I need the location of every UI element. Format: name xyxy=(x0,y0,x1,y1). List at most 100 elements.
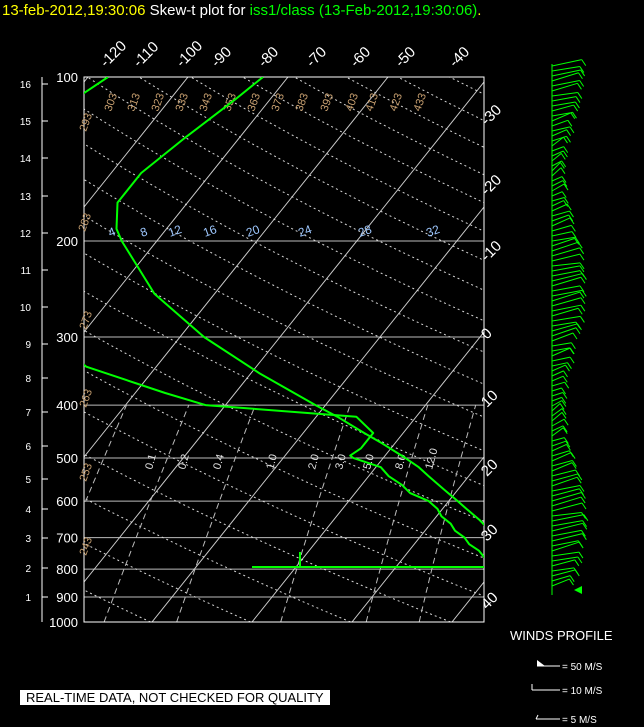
wind-barb xyxy=(551,112,571,117)
wind-barb xyxy=(551,427,564,437)
winds-profile-title: WINDS PROFILE xyxy=(510,628,613,643)
wind-barb-feather xyxy=(561,176,567,183)
wind-barb-feather xyxy=(579,262,585,270)
mixing-ratio-label: 12.0 xyxy=(423,447,440,471)
pressure-tick-label: 300 xyxy=(56,330,78,345)
legend-pennant-50 xyxy=(537,660,545,666)
wind-barb xyxy=(551,66,580,72)
wind-barb xyxy=(551,473,578,482)
wind-barb xyxy=(551,183,565,192)
wind-barb-feather xyxy=(577,323,582,331)
wind-barb xyxy=(551,403,561,412)
wind-barb-feather xyxy=(577,83,582,90)
wind-barb xyxy=(551,578,570,587)
temperature-profile xyxy=(115,77,484,526)
wind-barb xyxy=(551,224,572,232)
wind-barb-feather xyxy=(583,514,589,521)
wind-barb xyxy=(551,488,580,497)
temp-tick-label: -120 xyxy=(97,38,130,71)
wind-barb xyxy=(551,502,583,512)
wind-legend-10: = 10 M/S xyxy=(562,686,603,697)
wind-barb-feather xyxy=(566,129,572,136)
wind-barb xyxy=(551,262,581,267)
dry-adiabat xyxy=(84,497,351,622)
wind-barb-feather xyxy=(578,541,584,549)
wind-barb xyxy=(551,514,584,522)
height-tick-label: 3 xyxy=(25,534,31,545)
wind-barb-feather xyxy=(582,520,587,527)
wind-barb-feather xyxy=(565,440,571,448)
wind-barb xyxy=(551,146,564,152)
dry-adiabat-label: 263 xyxy=(78,388,96,409)
wind-barb xyxy=(551,323,578,332)
dry-adiabat xyxy=(84,542,251,622)
dry-adiabat-label: 373 xyxy=(270,92,288,113)
wind-barb xyxy=(551,512,582,517)
wind-barb-feather xyxy=(562,425,568,433)
wind-barb-feather xyxy=(574,238,580,245)
wind-barb xyxy=(551,529,582,537)
temp-tick-label: -90 xyxy=(208,43,235,70)
wind-barb-feather xyxy=(580,276,586,284)
wind-barb-feather xyxy=(563,146,569,153)
pressure-tick-label: 900 xyxy=(56,590,78,605)
dry-adiabat xyxy=(242,77,484,204)
wind-barb xyxy=(551,492,582,502)
wind-barb-feather xyxy=(566,444,571,451)
wind-barb xyxy=(551,315,581,322)
wind-barb xyxy=(551,167,562,177)
wind-barb xyxy=(551,162,561,172)
temp-tick-label: 0 xyxy=(478,325,496,343)
height-tick-label: 5 xyxy=(25,475,31,486)
wind-barb-feather xyxy=(578,72,583,80)
dry-adiabat-label: 273 xyxy=(78,310,96,331)
wind-barb xyxy=(551,522,583,532)
wind-barb-feather xyxy=(580,297,586,305)
mixing-ratio-line xyxy=(365,404,429,622)
wind-barb-feather xyxy=(566,136,571,143)
temp-tick-label: -10 xyxy=(478,237,505,264)
wind-barb-feather xyxy=(561,408,567,415)
height-tick-label: 7 xyxy=(25,408,31,419)
wind-barb xyxy=(551,381,565,387)
wind-barb xyxy=(551,396,562,402)
height-tick-label: 13 xyxy=(20,192,32,203)
wind-barb-feather xyxy=(571,231,577,238)
quality-disclaimer: REAL-TIME DATA, NOT CHECKED FOR QUALITY xyxy=(20,690,330,705)
wind-barb xyxy=(551,96,577,102)
wind-barb-feather xyxy=(567,362,572,369)
pressure-tick-label: 800 xyxy=(56,562,78,577)
wind-barb-feather xyxy=(581,273,587,280)
wind-barb xyxy=(551,418,565,427)
wind-barb-feather xyxy=(574,569,580,577)
wind-barb-feather xyxy=(579,291,585,299)
wind-barb xyxy=(551,462,573,472)
isotherm xyxy=(84,77,389,458)
pressure-tick-label: 100 xyxy=(56,70,78,85)
wind-barb-feather xyxy=(572,111,577,119)
wind-barb xyxy=(551,469,576,477)
wind-barb-feather xyxy=(579,80,585,87)
wind-barb-feather xyxy=(563,183,569,191)
mixing-ratio-label: 28 xyxy=(356,222,374,240)
dry-adiabat-label: 323 xyxy=(150,92,168,113)
pressure-tick-label: 200 xyxy=(56,234,78,249)
isotherm xyxy=(451,581,484,622)
wind-barb xyxy=(551,392,564,397)
temp-tick-label: -50 xyxy=(392,43,419,70)
mixing-ratio-label: 20 xyxy=(244,222,262,240)
dry-adiabat-label: 403 xyxy=(344,92,362,113)
height-tick-label: 10 xyxy=(20,303,32,314)
wind-barb-feather xyxy=(569,356,575,364)
dry-adiabat-label: 393 xyxy=(319,92,337,113)
title-end: . xyxy=(477,2,482,19)
wind-barb xyxy=(551,575,571,582)
wind-barb xyxy=(551,150,564,157)
wind-barb xyxy=(551,176,563,182)
dry-adiabat-label: 313 xyxy=(126,92,144,113)
wind-barb xyxy=(551,276,582,287)
wind-barb-feather xyxy=(576,476,582,484)
wind-barb-feather xyxy=(578,551,584,559)
wind-barb xyxy=(551,59,582,67)
dry-adiabat xyxy=(84,215,484,418)
